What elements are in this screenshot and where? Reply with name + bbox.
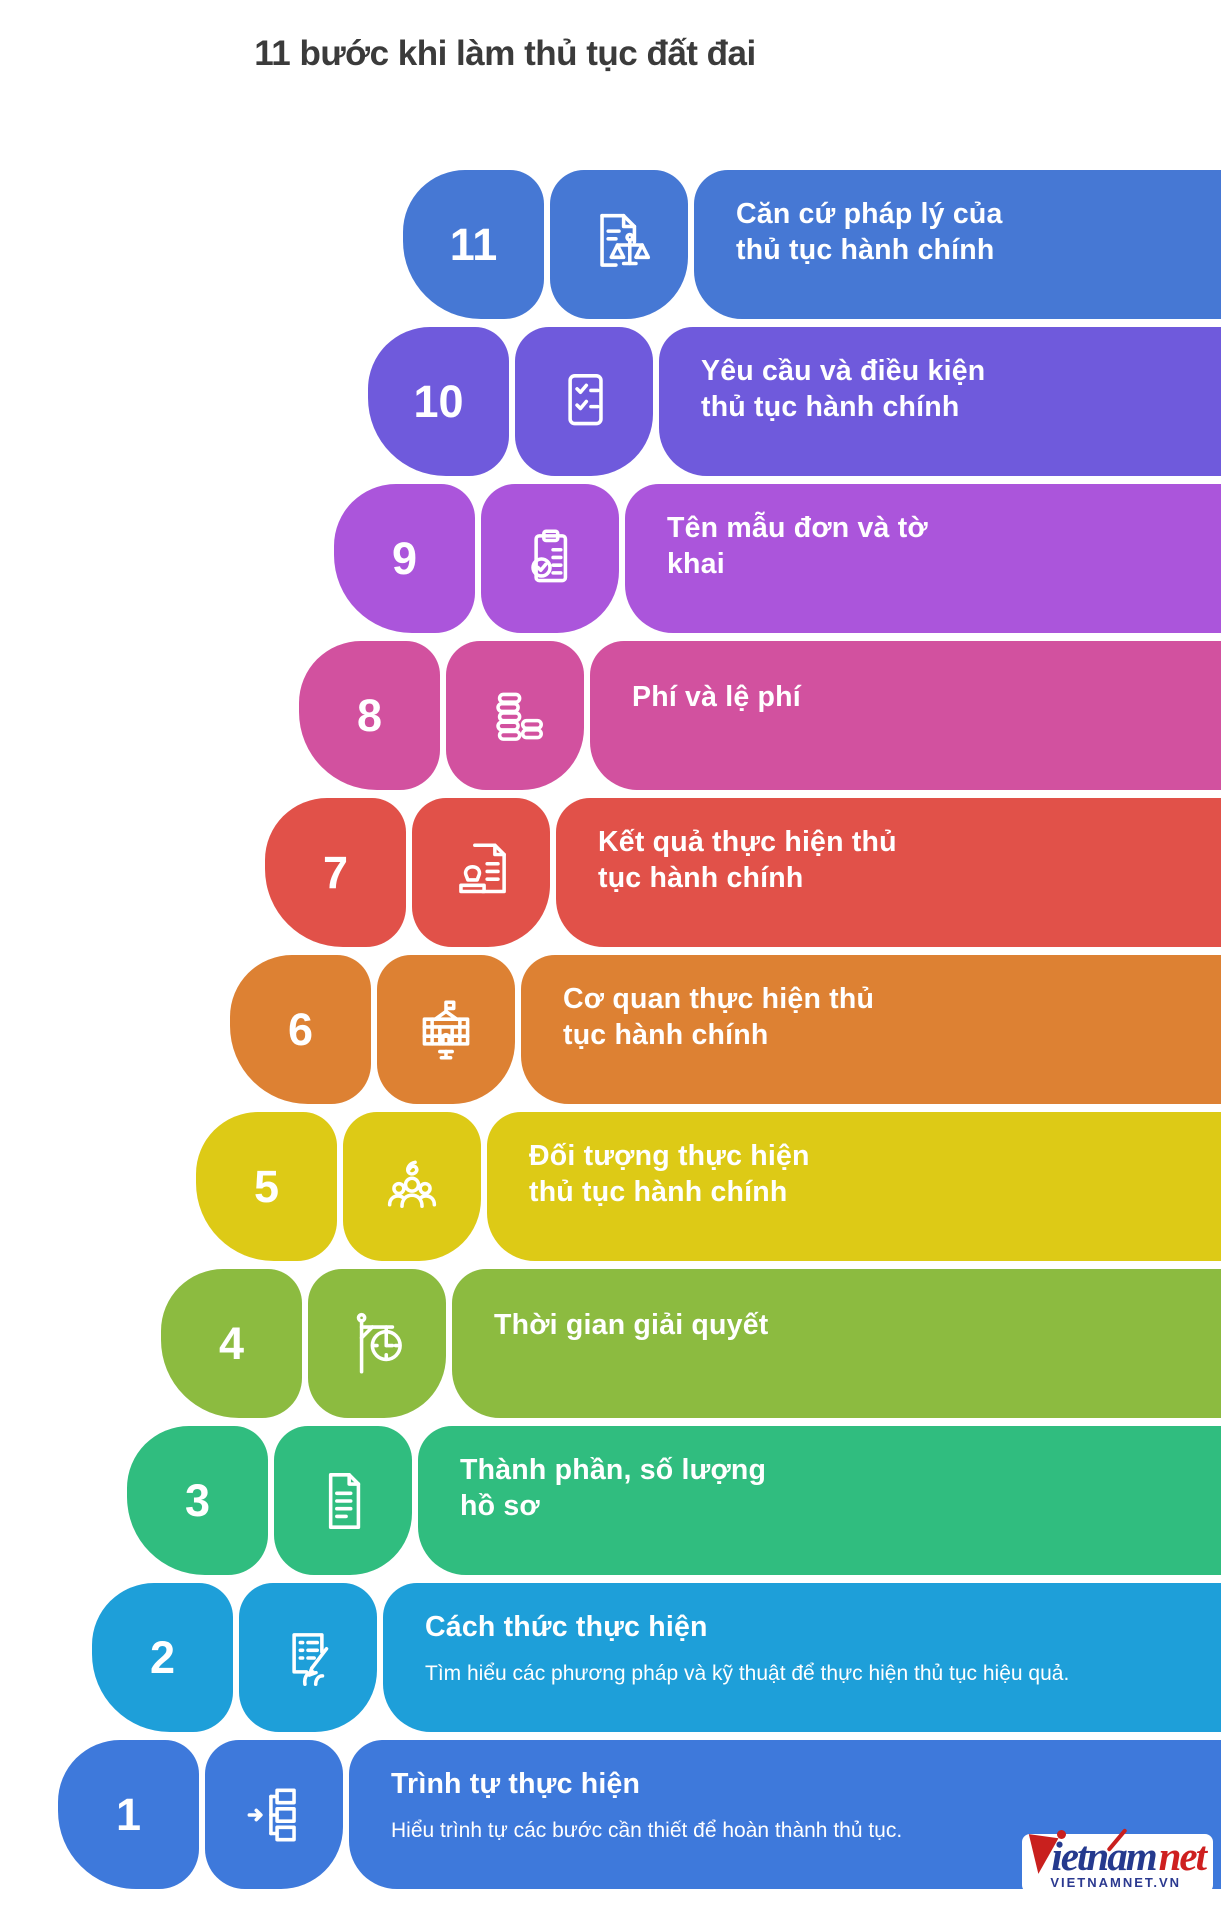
step-number: 3: [184, 1474, 211, 1526]
page-title: 11 bước khi làm thủ tục đất đai: [254, 34, 756, 73]
clipboard-check-icon: [481, 484, 619, 633]
step-title: Yêu cầu và điều kiện thủ tục hành chính: [701, 355, 986, 423]
vietnamnet-v-icon: [1023, 1834, 1059, 1876]
step-number-badge: 11: [403, 170, 544, 319]
logo-word: ietnam: [1051, 1833, 1157, 1879]
coins-icon: [446, 641, 584, 790]
step-number-badge: 6: [230, 955, 371, 1104]
step-number: 6: [287, 1003, 314, 1055]
step-row-9: 9 Tên mẫu đơn và tờ khai: [334, 484, 1221, 633]
step-title: Trình tự thực hiện: [391, 1768, 641, 1800]
step-number: 10: [413, 375, 464, 427]
step-title: Thời gian giải quyết: [494, 1309, 769, 1341]
step-title: Kết quả thực hiện thủ tục hành chính: [598, 826, 897, 894]
step-row-3: 3 Thành phần, số lượng hồ sơ: [127, 1426, 1221, 1575]
hanging-clock-icon: [308, 1269, 446, 1418]
step-number: 7: [322, 846, 349, 898]
step-number-badge: 10: [368, 327, 509, 476]
step-number-badge: 3: [127, 1426, 268, 1575]
step-number: 2: [149, 1631, 176, 1683]
step-row-11: 11 Căn cứ pháp lý của thủ tục hành chính: [403, 170, 1221, 319]
step-title: Tên mẫu đơn và tờ khai: [667, 512, 928, 580]
step-text-bar: Phí và lệ phí: [590, 641, 1221, 790]
logo-dot-icon: [1057, 1830, 1067, 1839]
logo-word-net: net: [1158, 1833, 1207, 1879]
step-row-2: 2 Cách thức thực hiện Tìm hiểu các phươn…: [92, 1583, 1221, 1732]
step-title: Căn cứ pháp lý của thủ tục hành chính: [736, 198, 1003, 266]
step-row-5: 5 Đối tượng thực hiện thủ tục hành chính: [196, 1112, 1221, 1261]
vietnamnet-logo: ietnam net VIETNAMNET.VN: [1022, 1827, 1213, 1893]
step-text-bar: Căn cứ pháp lý của thủ tục hành chính: [694, 170, 1221, 319]
step-row-1: 1 Trình tự thực hiện Hiểu trình tự các b…: [58, 1740, 1221, 1889]
step-text-bar: Thời gian giải quyết: [452, 1269, 1221, 1418]
step-number-badge: 5: [196, 1112, 337, 1261]
step-text-bar: Đối tượng thực hiện thủ tục hành chính: [487, 1112, 1221, 1261]
step-text-bar: Kết quả thực hiện thủ tục hành chính: [556, 798, 1221, 947]
step-row-6: 6 Cơ quan thực hiện thủ tục hành chính: [230, 955, 1221, 1104]
checklist-icon: [515, 327, 653, 476]
step-row-8: 8 Phí và lệ phí: [299, 641, 1221, 790]
people-group-icon: [343, 1112, 481, 1261]
step-number-badge: 2: [92, 1583, 233, 1732]
step-title: Đối tượng thực hiện thủ tục hành chính: [529, 1140, 810, 1208]
step-row-10: 10 Yêu cầu và điều kiện thủ tục hành chí…: [368, 327, 1221, 476]
step-row-4: 4 Thời gian giải quyết: [161, 1269, 1221, 1418]
government-building-icon: [377, 955, 515, 1104]
logo-domain: VIETNAMNET.VN: [1050, 1875, 1182, 1890]
step-number-badge: 9: [334, 484, 475, 633]
step-number: 1: [115, 1788, 142, 1840]
step-number: 11: [449, 218, 498, 270]
step-number: 4: [218, 1317, 245, 1369]
step-title: Phí và lệ phí: [632, 681, 801, 713]
step-number-badge: 8: [299, 641, 440, 790]
document-icon: [274, 1426, 412, 1575]
step-text-bar: Yêu cầu và điều kiện thủ tục hành chính: [659, 327, 1221, 476]
step-number: 5: [253, 1160, 280, 1212]
step-text-bar: Cách thức thực hiện Tìm hiểu các phương …: [383, 1583, 1221, 1732]
step-text-bar: Thành phần, số lượng hồ sơ: [418, 1426, 1221, 1575]
step-number: 9: [391, 532, 418, 584]
step-title: Cơ quan thực hiện thủ tục hành chính: [563, 983, 875, 1051]
stamp-document-icon: [412, 798, 550, 947]
step-title: Cách thức thực hiện: [425, 1611, 708, 1643]
step-number: 8: [356, 689, 383, 741]
step-number-badge: 4: [161, 1269, 302, 1418]
writing-pen-icon: [239, 1583, 377, 1732]
step-number-badge: 1: [58, 1740, 199, 1889]
step-text-bar: Cơ quan thực hiện thủ tục hành chính: [521, 955, 1221, 1104]
step-number-badge: 7: [265, 798, 406, 947]
step-subtitle: Hiểu trình tự các bước cần thiết để hoàn…: [391, 1819, 903, 1842]
legal-scales-icon: [550, 170, 688, 319]
step-title: Thành phần, số lượng hồ sơ: [460, 1454, 767, 1522]
step-text-bar: Tên mẫu đơn và tờ khai: [625, 484, 1221, 633]
step-row-7: 7 Kết quả thực hiện thủ tục hành chính: [265, 798, 1221, 947]
sequence-flow-icon: [205, 1740, 343, 1889]
step-subtitle: Tìm hiểu các phương pháp và kỹ thuật để …: [425, 1662, 1070, 1685]
